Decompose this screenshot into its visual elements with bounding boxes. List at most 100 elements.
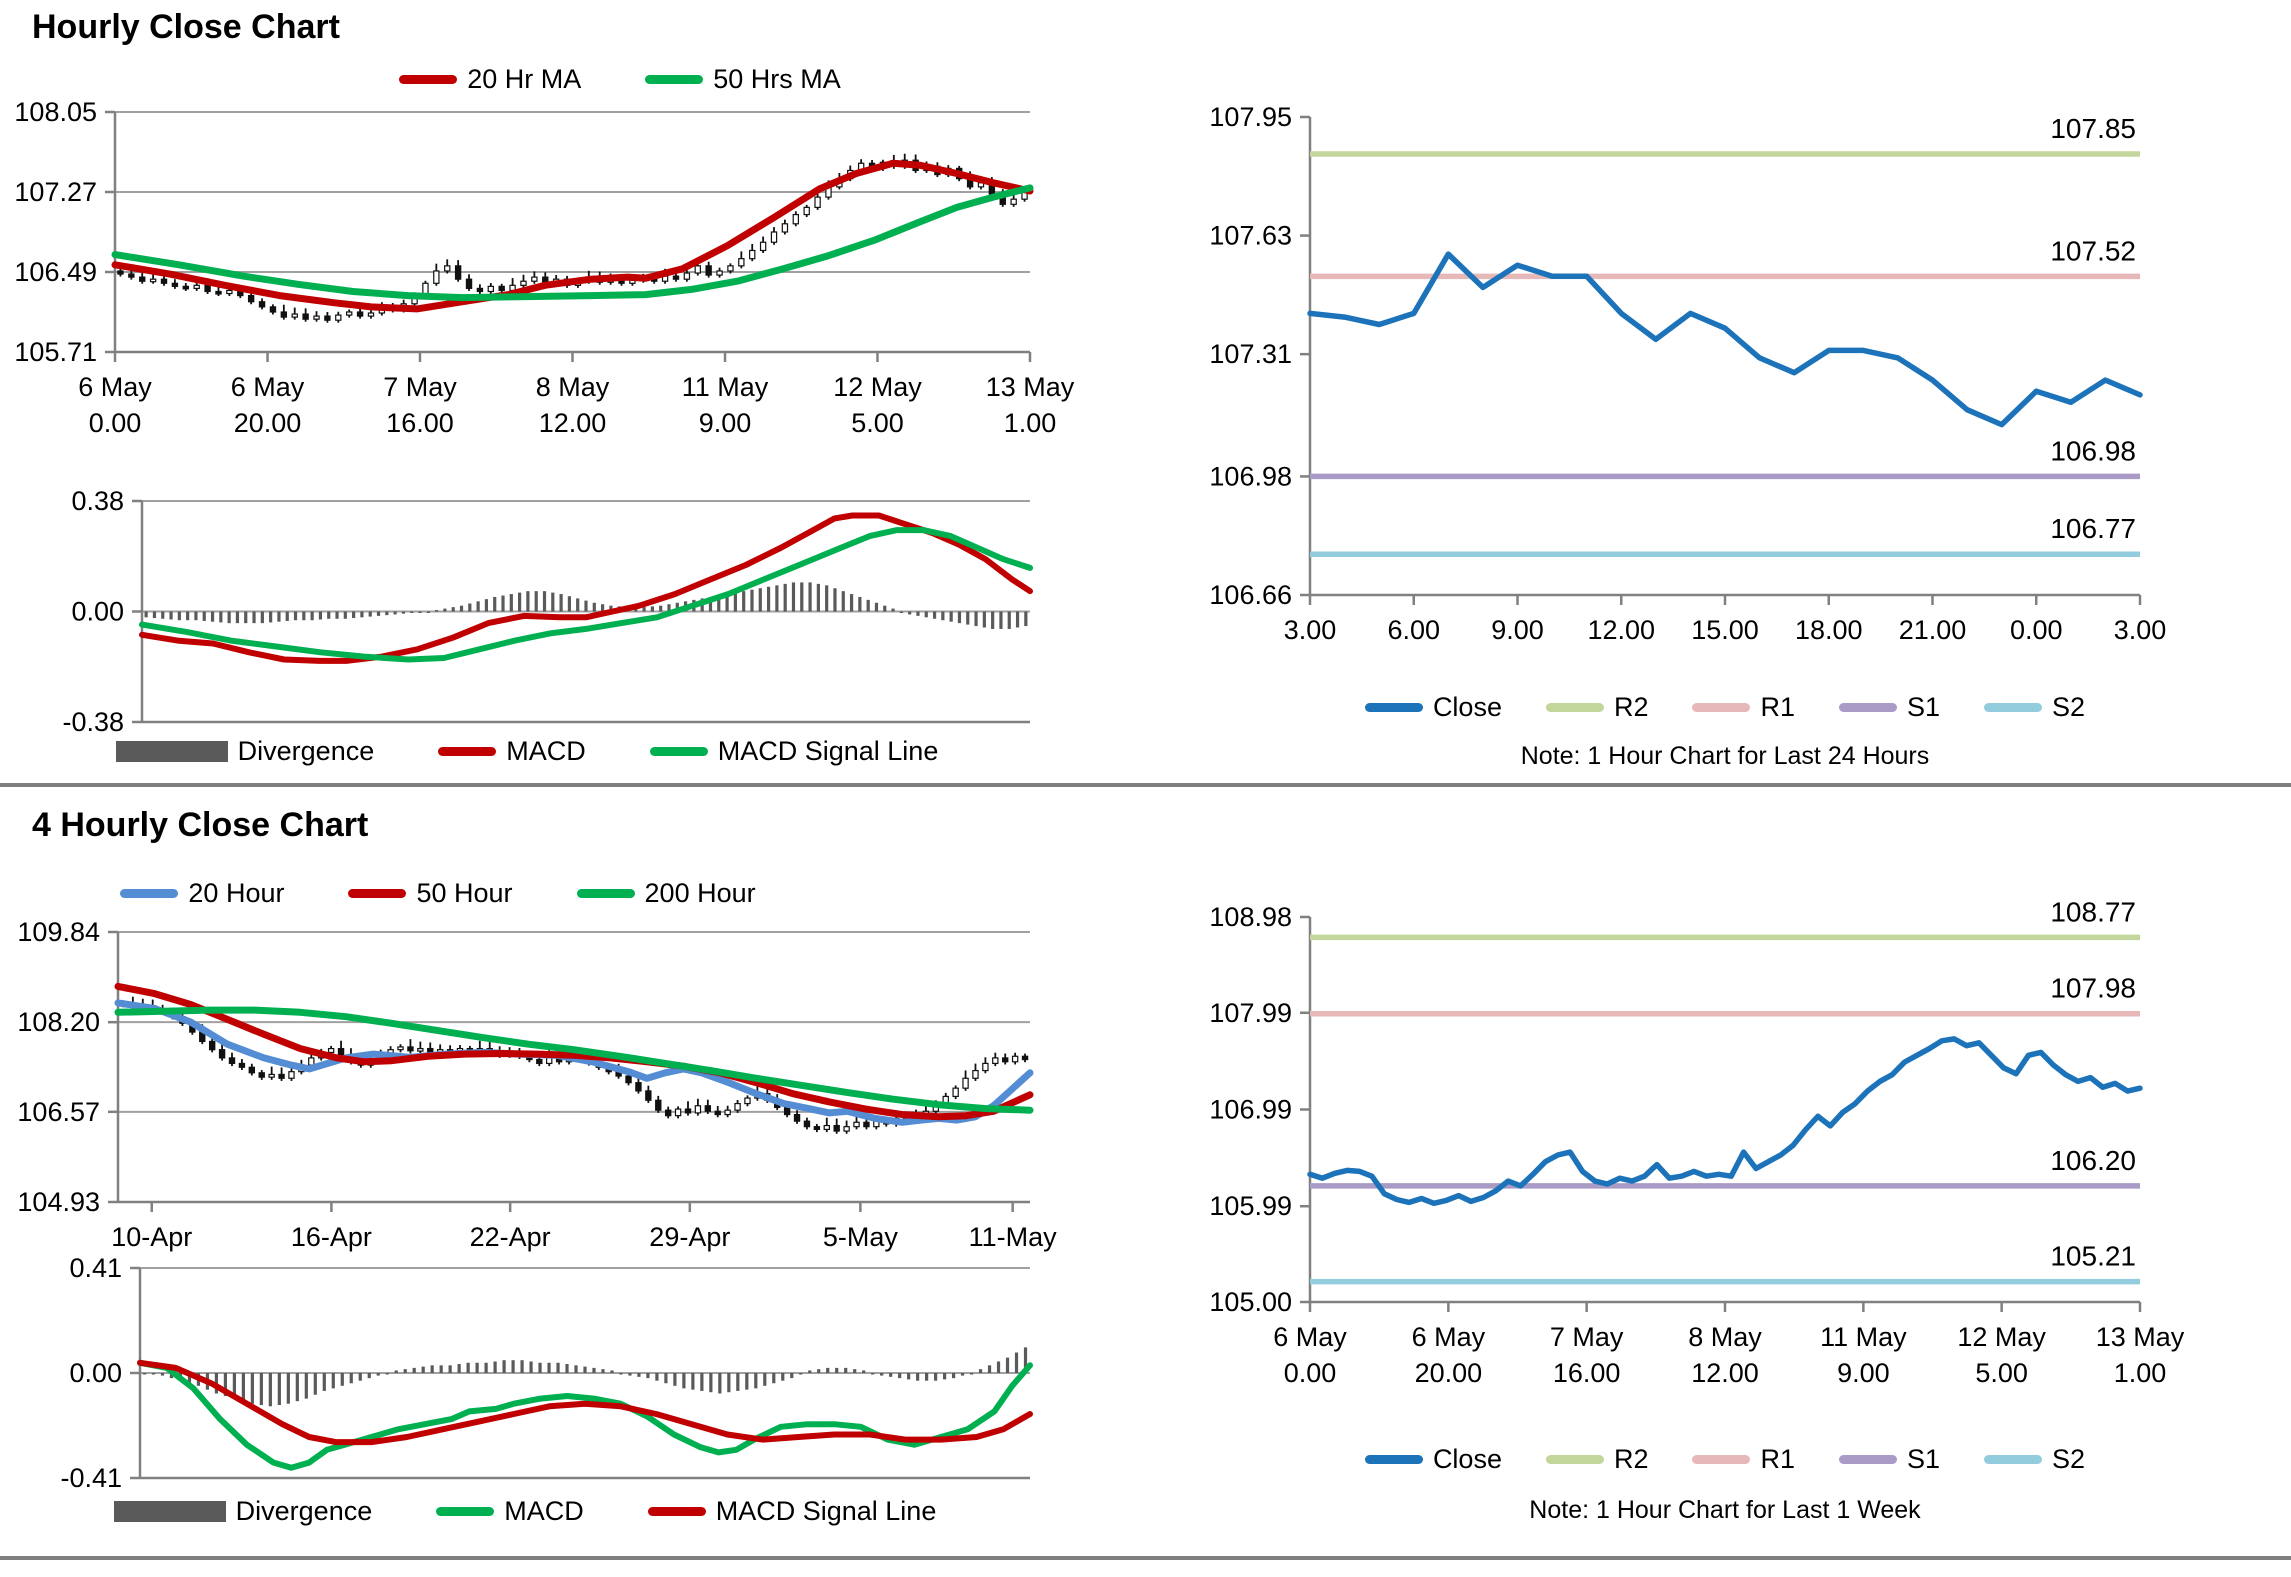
svg-text:12.00: 12.00 [1691, 1358, 1759, 1388]
svg-text:106.99: 106.99 [1209, 1095, 1292, 1125]
legend-label: S2 [2052, 1444, 2086, 1474]
200hour-ma-line-icon [576, 889, 635, 898]
svg-text:6 May: 6 May [231, 372, 305, 402]
svg-text:20.00: 20.00 [1415, 1358, 1483, 1388]
pivot-1week-legend: Close R2 R1 S1 S2 [1310, 1444, 2140, 1475]
r2-line-icon [1545, 703, 1604, 712]
svg-text:6 May: 6 May [78, 372, 152, 402]
legend-item-close: Close [1364, 692, 1502, 723]
50hrs-ma-line-icon [645, 75, 704, 84]
svg-text:106.77: 106.77 [2050, 513, 2136, 544]
svg-text:1.00: 1.00 [2114, 1358, 2167, 1388]
hourly-section-title: Hourly Close Chart [32, 8, 340, 46]
legend-label: Divergence [235, 1496, 373, 1526]
legend-label: S2 [2052, 692, 2086, 722]
svg-text:13 May: 13 May [2096, 1322, 2185, 1352]
r1-line-icon [1692, 703, 1751, 712]
legend-item-divergence: Divergence [115, 736, 374, 767]
hourly-ma-legend: 20 Hr MA 50 Hrs MA [210, 64, 1030, 95]
svg-text:0.38: 0.38 [71, 486, 124, 516]
legend-item-close: Close [1364, 1444, 1502, 1475]
legend-item-s2: S2 [1984, 1444, 2085, 1475]
svg-text:105.71: 105.71 [14, 337, 97, 367]
svg-text:16-Apr: 16-Apr [291, 1222, 372, 1252]
legend-item-50hrs-ma: 50 Hrs MA [645, 64, 841, 95]
svg-text:12.00: 12.00 [1587, 615, 1655, 645]
4hourly-ma-legend: 20 Hour 50 Hour 200 Hour [118, 878, 758, 909]
svg-text:9.00: 9.00 [699, 408, 752, 438]
svg-text:106.98: 106.98 [1209, 461, 1292, 491]
legend-item-r1: R1 [1692, 1444, 1795, 1475]
pivot-24h-legend: Close R2 R1 S1 S2 [1310, 692, 2140, 723]
svg-text:9.00: 9.00 [1491, 615, 1544, 645]
svg-text:6.00: 6.00 [1387, 615, 1440, 645]
legend-label: MACD Signal Line [717, 736, 939, 766]
svg-text:16.00: 16.00 [386, 408, 454, 438]
hourly-macd-legend: Divergence MACD MACD Signal Line [115, 736, 938, 767]
svg-text:8 May: 8 May [536, 372, 610, 402]
svg-text:29-Apr: 29-Apr [649, 1222, 730, 1252]
svg-text:107.31: 107.31 [1209, 339, 1292, 369]
legend-label: R2 [1613, 692, 1649, 722]
legend-label: 50 Hrs MA [713, 64, 841, 94]
svg-text:106.57: 106.57 [17, 1097, 100, 1127]
r2-line-icon [1545, 1455, 1604, 1464]
svg-text:106.66: 106.66 [1209, 580, 1292, 610]
svg-text:11 May: 11 May [1820, 1322, 1907, 1352]
svg-text:106.49: 106.49 [14, 257, 97, 287]
svg-text:0.00: 0.00 [69, 1358, 122, 1388]
legend-item-macd: MACD [436, 1496, 584, 1527]
20hour-ma-line-icon [120, 889, 179, 898]
s2-line-icon [1984, 1455, 2043, 1464]
legend-label: R2 [1613, 1444, 1649, 1474]
svg-text:12 May: 12 May [833, 372, 922, 402]
legend-label: 20 Hour [188, 878, 285, 908]
legend-label: MACD [504, 1496, 584, 1526]
legend-label: Close [1432, 692, 1502, 722]
macd-signal-line-icon [649, 747, 708, 756]
svg-text:107.63: 107.63 [1209, 221, 1292, 251]
20hr-ma-line-icon [399, 75, 458, 84]
svg-text:105.21: 105.21 [2050, 1241, 2136, 1272]
legend-label: MACD Signal Line [715, 1496, 937, 1526]
svg-text:0.00: 0.00 [2010, 615, 2063, 645]
legend-item-r2: R2 [1545, 692, 1649, 723]
svg-text:106.98: 106.98 [2050, 435, 2136, 466]
svg-text:11 May: 11 May [682, 372, 769, 402]
legend-item-r1: R1 [1692, 692, 1795, 723]
close-line-icon [1364, 1455, 1423, 1464]
legend-item-macd-signal: MACD Signal Line [649, 736, 939, 767]
svg-text:7 May: 7 May [383, 372, 457, 402]
pivot-1week-note: Note: 1 Hour Chart for Last 1 Week [1529, 1496, 1921, 1524]
close-line-icon [1364, 703, 1423, 712]
legend-label: R1 [1760, 692, 1795, 722]
legend-label: 20 Hr MA [467, 64, 582, 94]
svg-text:108.77: 108.77 [2050, 896, 2136, 927]
legend-label: 50 Hour [416, 878, 513, 908]
legend-label: Close [1432, 1444, 1502, 1474]
legend-label: MACD [506, 736, 586, 766]
4hourly-macd-legend: Divergence MACD MACD Signal Line [113, 1496, 936, 1527]
section-divider [0, 783, 2291, 787]
svg-text:108.20: 108.20 [17, 1007, 100, 1037]
legend-item-s1: S1 [1839, 692, 1940, 723]
svg-text:0.00: 0.00 [71, 597, 124, 627]
svg-text:21.00: 21.00 [1899, 615, 1967, 645]
svg-text:0.41: 0.41 [69, 1253, 122, 1283]
svg-text:108.98: 108.98 [1209, 902, 1292, 932]
svg-text:107.99: 107.99 [1209, 998, 1292, 1028]
legend-item-s2: S2 [1984, 692, 2085, 723]
legend-item-50hour: 50 Hour [348, 878, 513, 909]
svg-text:105.99: 105.99 [1209, 1191, 1292, 1221]
svg-text:-0.38: -0.38 [62, 707, 124, 737]
svg-text:6 May: 6 May [1412, 1322, 1486, 1352]
macd-signal-line-icon [647, 1507, 706, 1516]
svg-text:10-Apr: 10-Apr [111, 1222, 192, 1252]
svg-text:9.00: 9.00 [1837, 1358, 1890, 1388]
4hourly-section-title: 4 Hourly Close Chart [32, 806, 369, 844]
svg-text:3.00: 3.00 [1284, 615, 1337, 645]
s1-line-icon [1839, 703, 1897, 712]
svg-text:109.84: 109.84 [17, 917, 100, 947]
svg-text:107.95: 107.95 [1209, 102, 1292, 132]
